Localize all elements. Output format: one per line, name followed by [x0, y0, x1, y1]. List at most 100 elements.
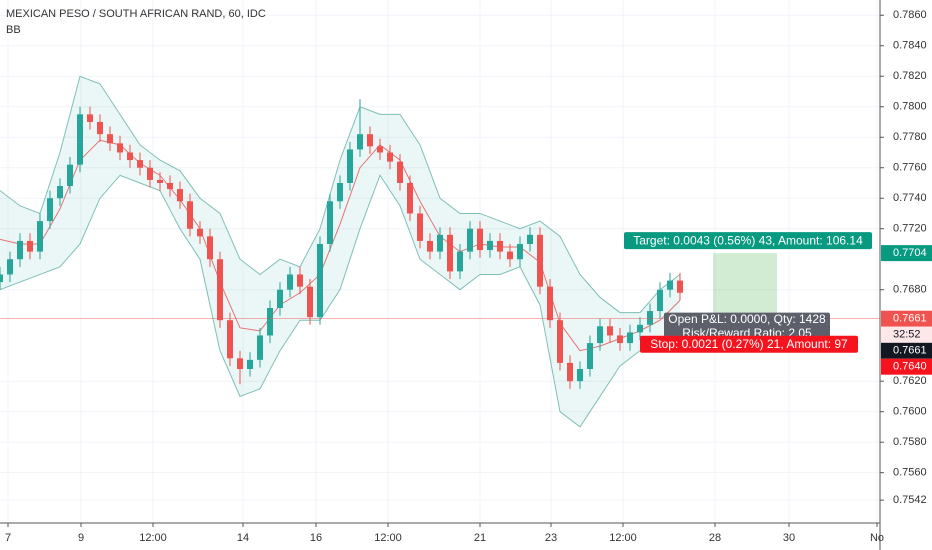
candle-body: [617, 335, 623, 344]
candle-body: [337, 182, 343, 202]
candle-body: [307, 286, 313, 318]
candle-body: [497, 240, 503, 252]
candle-body: [317, 243, 323, 318]
x-tick-label: 14: [237, 532, 249, 544]
y-tick-label: 0.7860: [893, 9, 927, 21]
y-tick-label: 0.7620: [893, 375, 927, 387]
candle-body: [77, 114, 83, 165]
y-tick-label: 0.7780: [893, 131, 927, 143]
x-tick-label: 28: [709, 532, 721, 544]
band-upper: [0, 75, 681, 314]
candle-body: [37, 221, 43, 252]
pnl-label: Open P&L: 0.0000, Qty: 1428: [668, 312, 826, 326]
candle-body: [197, 228, 203, 237]
y-tick-label: 0.7580: [893, 436, 927, 448]
candle-body: [237, 358, 243, 369]
candle-body: [627, 332, 633, 344]
candle-body: [17, 240, 23, 260]
candle-body: [137, 160, 143, 168]
candle-body: [527, 234, 533, 244]
x-tick-label: 12:00: [609, 532, 637, 544]
candle-body: [157, 179, 163, 183]
candle-body: [547, 286, 553, 321]
candle-body: [387, 152, 393, 162]
chart-title: MEXICAN PESO / SOUTH AFRICAN RAND, 60, I…: [6, 8, 266, 20]
candle-body: [0, 274, 3, 283]
y-tick-label: 0.7760: [893, 162, 927, 174]
candle-body: [57, 186, 63, 199]
x-tick-label: 12:00: [374, 532, 402, 544]
candle-body: [117, 143, 123, 153]
candle-body: [467, 228, 473, 252]
candle-body: [147, 167, 153, 180]
candle-body: [677, 280, 683, 293]
target-label-box: [624, 232, 872, 250]
stop-label: Stop: 0.0021 (0.27%) 21, Amount: 97: [650, 337, 848, 351]
y-tick-label: 0.7680: [893, 284, 927, 296]
y-tick-label: 0.7600: [893, 406, 927, 418]
countdown-box: [881, 326, 932, 343]
candle-body: [367, 134, 373, 147]
candle-body: [277, 289, 283, 309]
pnl-box: [664, 312, 830, 342]
candle-body: [647, 311, 653, 325]
candle-body: [487, 240, 493, 251]
candle-body: [287, 274, 293, 290]
candle-body: [447, 234, 453, 272]
y-tick-label: 0.7840: [893, 40, 927, 52]
candle-body: [667, 280, 673, 290]
candle-body: [537, 234, 543, 287]
candle-body: [477, 228, 483, 251]
y-tick-label: 0.7542: [893, 494, 927, 506]
candle-body: [167, 182, 173, 190]
y-tick-label: 0.7800: [893, 101, 927, 113]
candle-body: [437, 234, 443, 252]
plot-area: [0, 75, 683, 428]
band-fill: [0, 76, 680, 427]
x-tick-label: 16: [310, 532, 322, 544]
price-tag-label: 0.7661: [893, 313, 927, 325]
candle-body: [357, 134, 363, 150]
candle-body: [557, 320, 563, 363]
candle-body: [97, 121, 103, 135]
band-middle: [0, 139, 681, 352]
candle-body: [567, 362, 573, 382]
x-tick-label: No: [870, 532, 884, 544]
candle-body: [417, 213, 423, 241]
candle-body: [577, 368, 583, 382]
candle-body: [47, 198, 53, 222]
band-lower: [0, 174, 681, 428]
candle-body: [7, 259, 13, 275]
candle-body: [517, 243, 523, 260]
candle-body: [407, 182, 413, 214]
price-tag-label: 0.7704: [893, 247, 927, 259]
candle-body: [87, 114, 93, 122]
countdown: 32:52: [893, 329, 921, 341]
y-tick-label: 0.7740: [893, 192, 927, 204]
price-tag-label: 0.7661: [893, 345, 927, 357]
x-tick-label: 21: [474, 532, 486, 544]
candle-body: [257, 335, 263, 360]
candle-body: [67, 164, 73, 187]
y-tick-label: 0.7720: [893, 223, 927, 235]
stop-label-box: [640, 335, 858, 353]
candle-body: [377, 146, 383, 153]
candle-body: [27, 240, 33, 252]
candle-body: [187, 201, 193, 229]
target-zone: [713, 253, 777, 319]
x-tick-label: 30: [783, 532, 795, 544]
candle-body: [587, 343, 593, 369]
candle-body: [177, 189, 183, 202]
candle-body: [457, 251, 463, 272]
price-tag-label: 0.7640: [893, 361, 927, 373]
x-tick-label: 12:00: [139, 532, 167, 544]
candle-body: [207, 236, 213, 260]
price-tag: [881, 358, 932, 375]
y-tick-label: 0.7560: [893, 467, 927, 479]
x-tick-label: 9: [78, 532, 84, 544]
price-tag: [881, 342, 932, 359]
price-tag: [881, 310, 932, 327]
candle-body: [397, 161, 403, 183]
